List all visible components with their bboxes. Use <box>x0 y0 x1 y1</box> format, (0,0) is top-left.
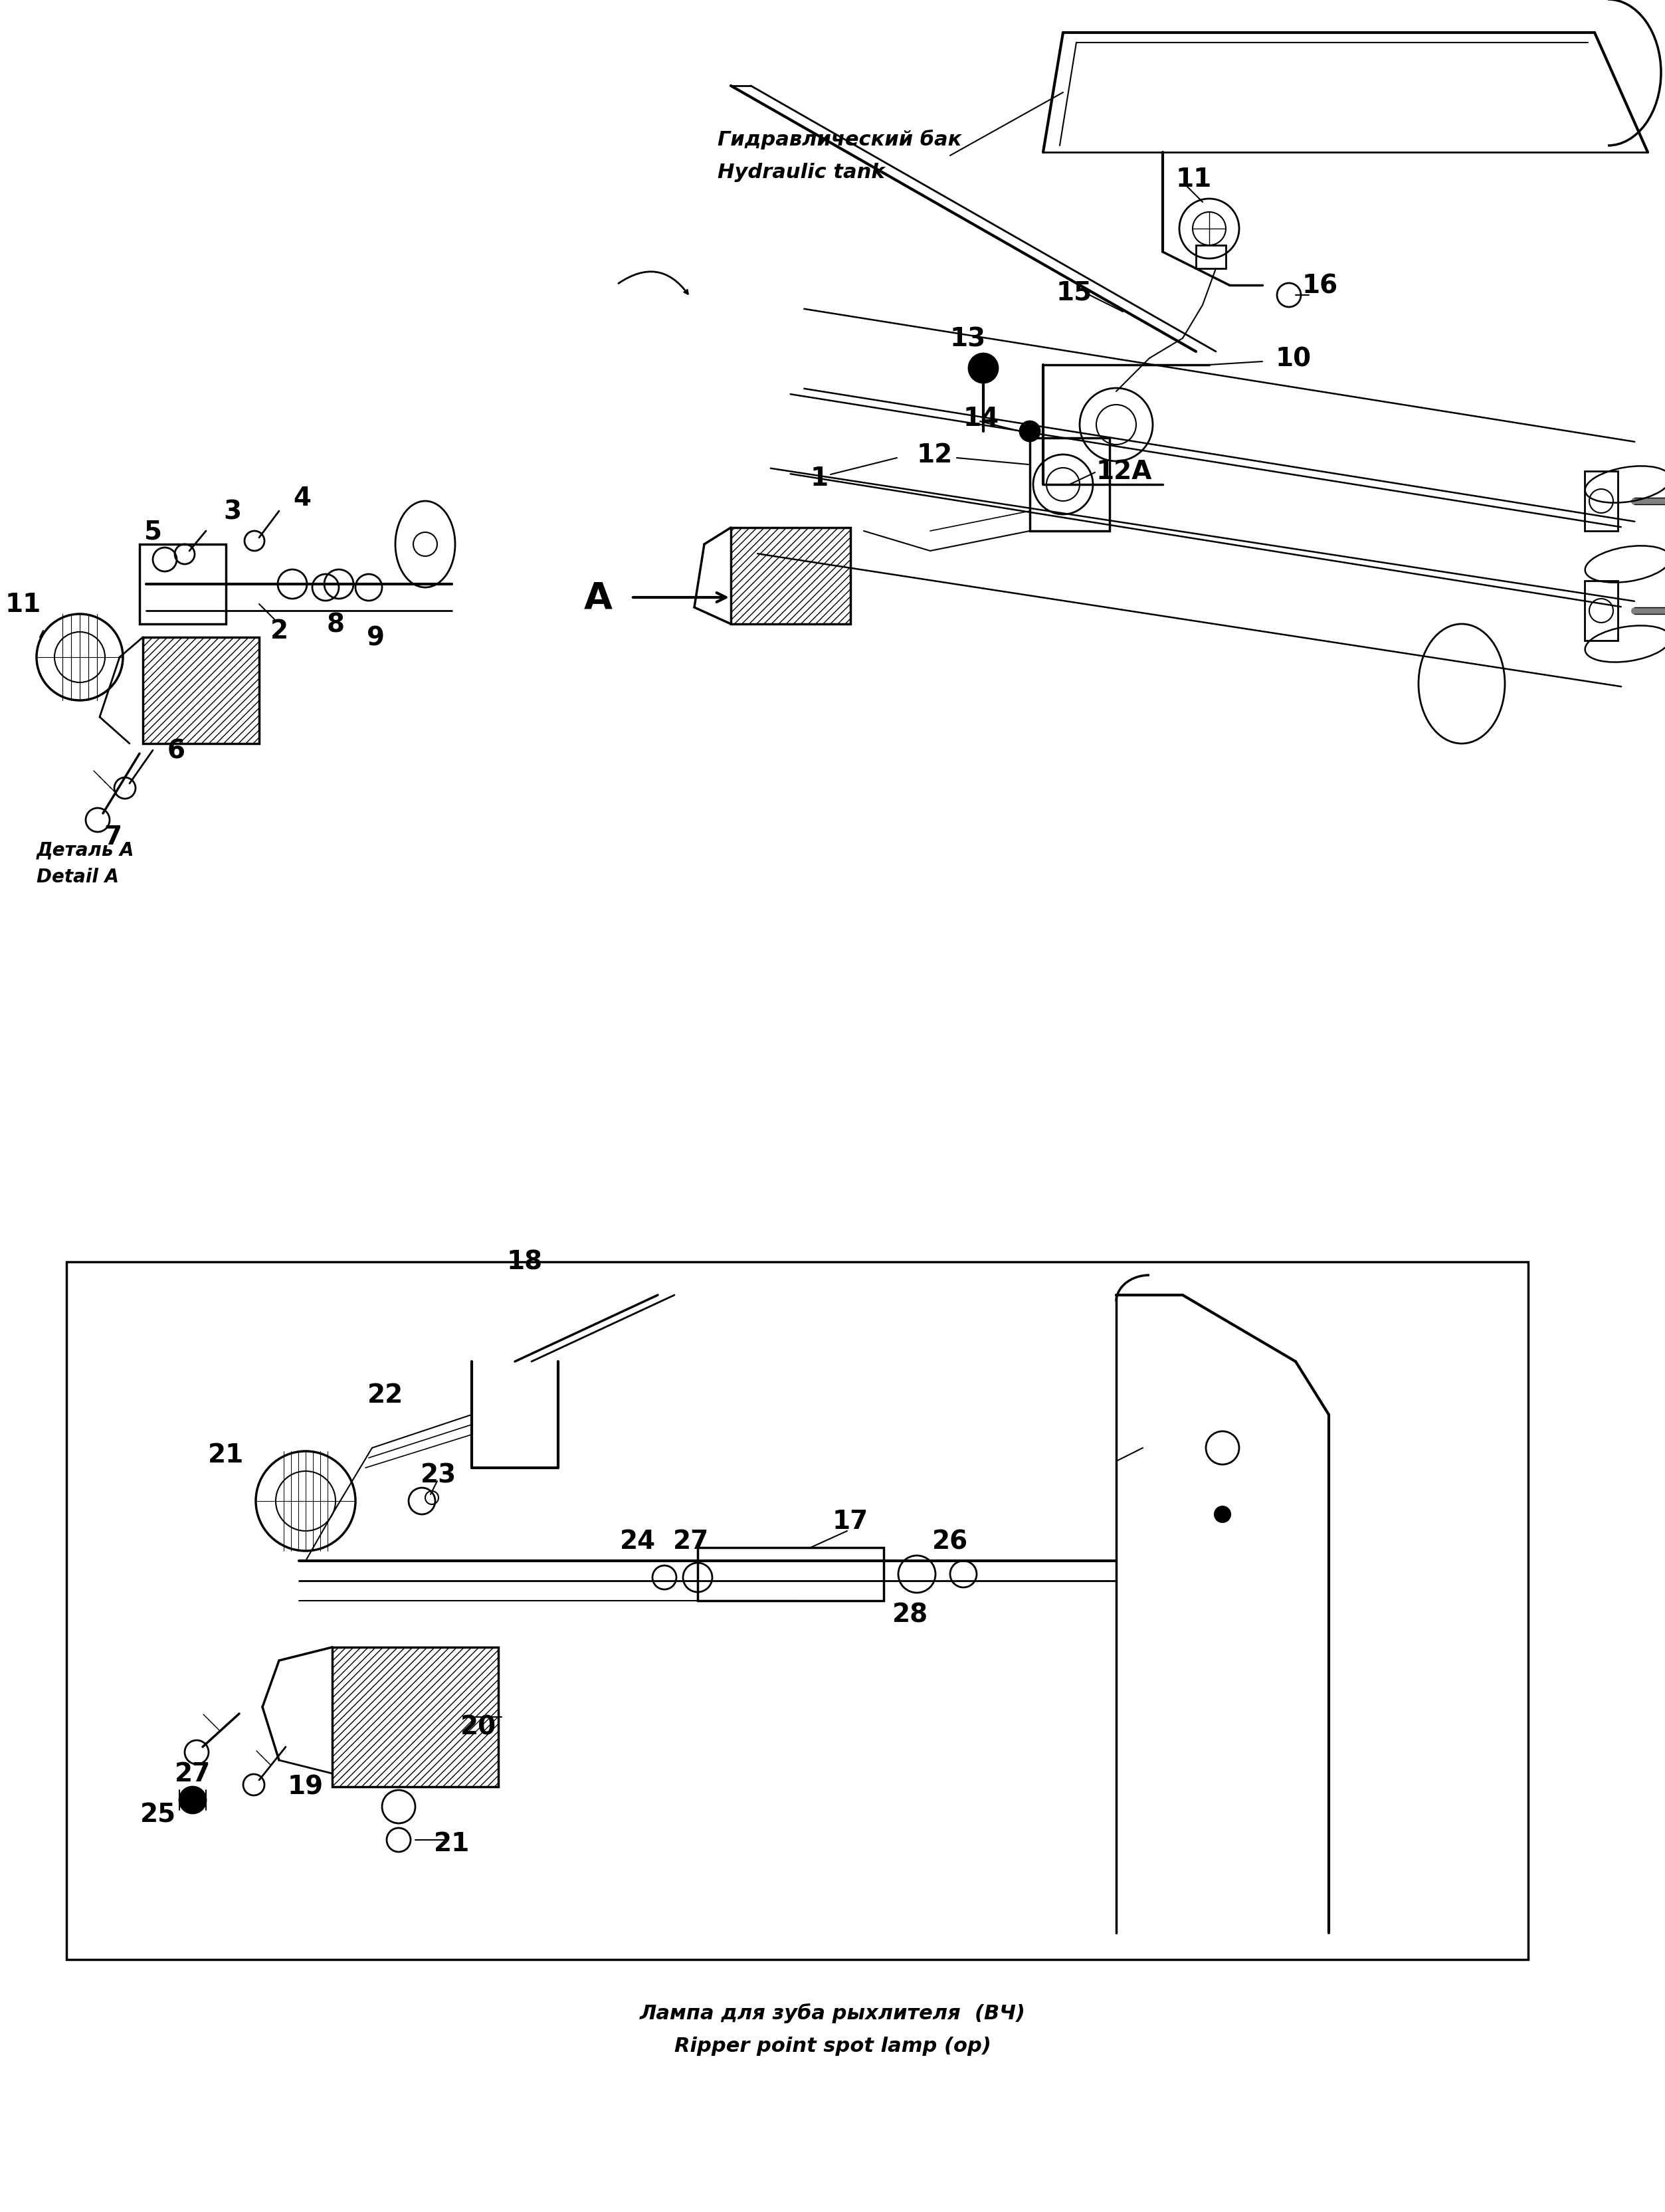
Text: 3: 3 <box>223 500 241 524</box>
Bar <box>1585 471 1618 531</box>
Text: Hydraulic tank: Hydraulic tank <box>718 164 884 181</box>
Text: Деталь A: Деталь A <box>37 841 135 860</box>
Text: 23: 23 <box>421 1462 456 1486</box>
Text: 19: 19 <box>288 1774 323 1801</box>
Text: 13: 13 <box>951 325 986 352</box>
Text: 21: 21 <box>208 1442 243 1467</box>
Bar <box>698 1548 884 1601</box>
Text: 11: 11 <box>1175 166 1212 192</box>
Text: 8: 8 <box>326 613 345 637</box>
Text: Гидравлический бак: Гидравлический бак <box>718 131 962 150</box>
Text: 16: 16 <box>1302 272 1339 299</box>
Text: 26: 26 <box>932 1528 967 1553</box>
Text: 28: 28 <box>892 1601 927 1626</box>
Text: Ripper point spot lamp (op): Ripper point spot lamp (op) <box>674 2037 991 2055</box>
Text: Лампа для зуба рыхлителя  (ВЧ): Лампа для зуба рыхлителя (ВЧ) <box>639 2002 1026 2022</box>
Bar <box>140 544 226 624</box>
Text: 9: 9 <box>366 626 385 650</box>
Text: 12: 12 <box>917 442 952 467</box>
Text: 20: 20 <box>461 1714 496 1739</box>
Circle shape <box>969 354 997 383</box>
Text: 15: 15 <box>1056 279 1092 305</box>
Text: 4: 4 <box>293 487 311 511</box>
Text: 7: 7 <box>103 825 122 849</box>
Bar <box>1195 246 1225 270</box>
Bar <box>333 1648 498 1787</box>
Circle shape <box>1021 422 1041 442</box>
Bar <box>1585 582 1618 641</box>
Bar <box>1031 438 1109 531</box>
Circle shape <box>180 1787 206 1814</box>
Bar <box>67 1263 1528 1960</box>
Text: 27: 27 <box>175 1761 211 1787</box>
Text: 27: 27 <box>673 1528 709 1553</box>
Text: 6: 6 <box>167 739 185 763</box>
Text: 2: 2 <box>270 619 288 644</box>
Text: 22: 22 <box>368 1382 403 1407</box>
Bar <box>731 529 851 624</box>
Text: 1: 1 <box>811 467 829 491</box>
Text: Detail A: Detail A <box>37 867 118 887</box>
Bar <box>143 637 260 743</box>
Text: A: A <box>584 580 613 615</box>
Text: 14: 14 <box>964 405 999 431</box>
Text: 12A: 12A <box>1096 460 1152 484</box>
Text: 17: 17 <box>832 1509 869 1533</box>
Text: 10: 10 <box>1275 345 1312 372</box>
Circle shape <box>1214 1506 1230 1522</box>
Text: 11: 11 <box>5 593 42 617</box>
Text: 5: 5 <box>143 520 162 544</box>
Text: 24: 24 <box>619 1528 656 1553</box>
Text: 25: 25 <box>140 1803 176 1827</box>
Text: 21: 21 <box>435 1832 470 1856</box>
Text: 18: 18 <box>506 1250 543 1274</box>
